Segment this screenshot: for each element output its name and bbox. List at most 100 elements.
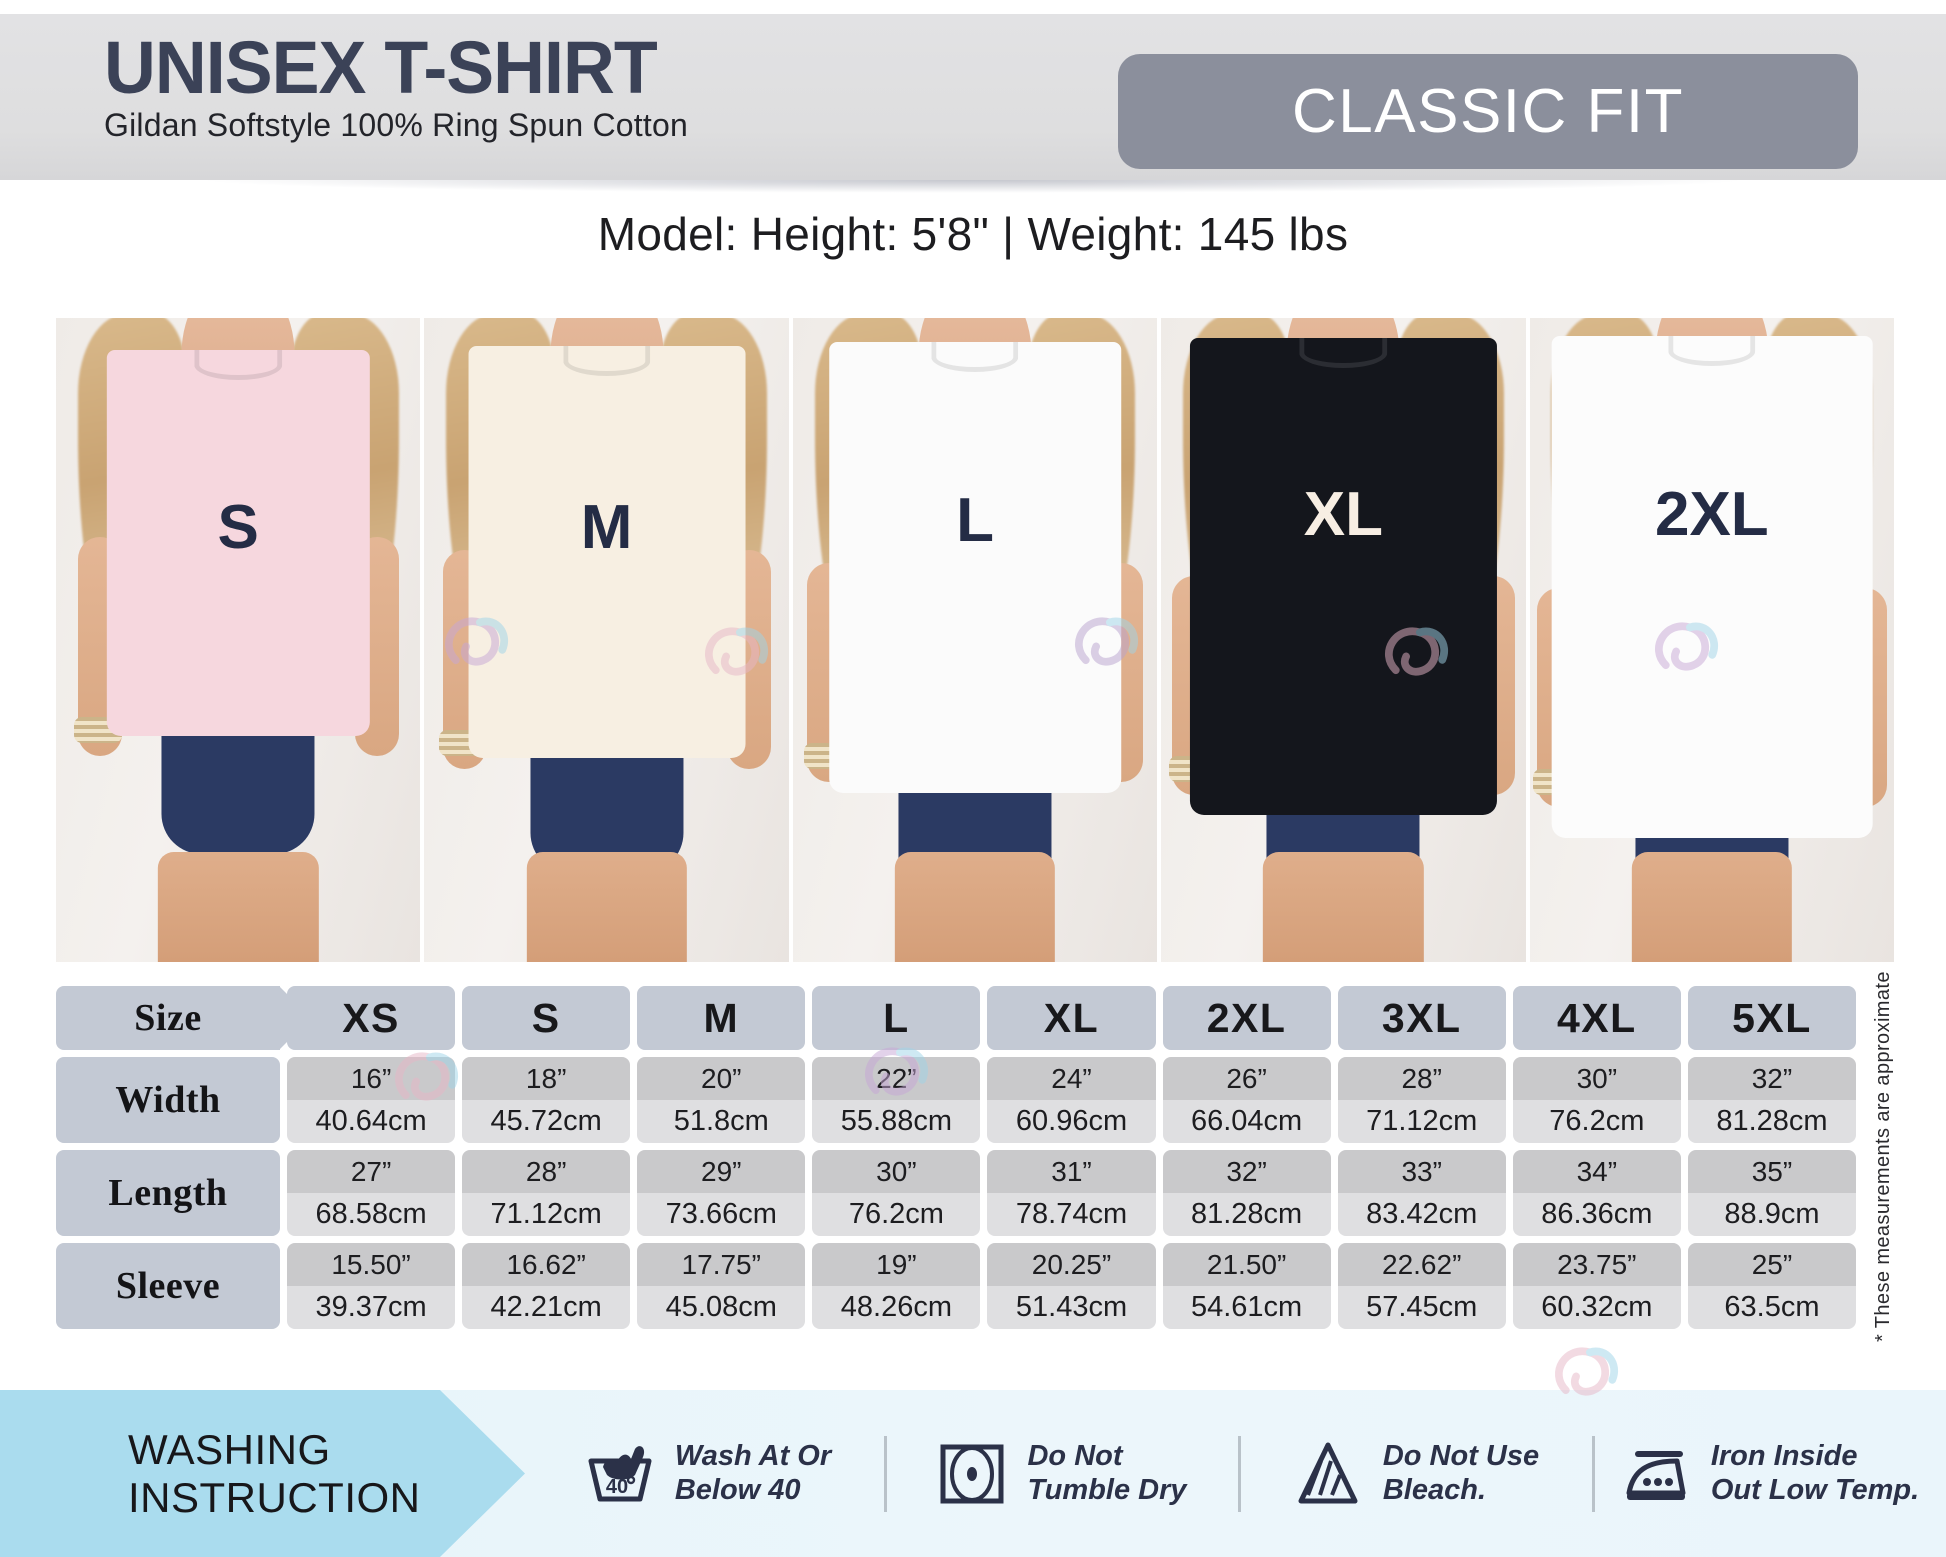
photo-size-label: M bbox=[580, 492, 633, 562]
model-photo-xl: XL bbox=[1161, 318, 1526, 962]
value-cm: 68.58cm bbox=[287, 1193, 456, 1236]
wash-tub-40-icon: 40 bbox=[583, 1437, 657, 1511]
no-bleach-icon bbox=[1291, 1437, 1365, 1511]
size-table: Size XS S M L XL 2XL 3XL 4XL 5XL Width 1… bbox=[56, 986, 1856, 1338]
table-cell: 20.25” 51.43cm bbox=[987, 1243, 1156, 1329]
header-banner: UNISEX T-SHIRT Gildan Softstyle 100% Rin… bbox=[0, 14, 1946, 198]
value-inches: 24” bbox=[987, 1057, 1156, 1100]
photo-size-label: S bbox=[217, 492, 259, 562]
washing-item-iron-low-temp: Iron Inside Out Low Temp. bbox=[1592, 1437, 1946, 1511]
value-cm: 76.2cm bbox=[812, 1193, 981, 1236]
value-inches: 29” bbox=[637, 1150, 806, 1193]
value-inches: 28” bbox=[1337, 1057, 1506, 1100]
value-inches: 33” bbox=[1337, 1150, 1506, 1193]
washing-item-label: Wash At Or Below 40 bbox=[675, 1440, 831, 1507]
washing-item-no-bleach: Do Not Use Bleach. bbox=[1238, 1437, 1592, 1511]
value-inches: 34” bbox=[1512, 1150, 1681, 1193]
value-cm: 73.66cm bbox=[637, 1193, 806, 1236]
table-cell: 20” 51.8cm bbox=[637, 1057, 806, 1143]
value-inches: 16” bbox=[287, 1057, 456, 1100]
washing-instruction-arrow: WASHING INSTRUCTION bbox=[0, 1390, 525, 1557]
measurement-disclaimer: * These measurements are approximate bbox=[1872, 971, 1894, 1342]
value-cm: 78.74cm bbox=[987, 1193, 1156, 1236]
value-cm: 66.04cm bbox=[1162, 1100, 1331, 1143]
washing-item-line2: Bleach. bbox=[1382, 1473, 1487, 1506]
model-photo-l: L bbox=[792, 318, 1158, 962]
size-header-3xl: 3XL bbox=[1337, 986, 1506, 1050]
washing-item-label: Do Not Tumble Dry bbox=[1027, 1440, 1186, 1507]
value-cm: 45.72cm bbox=[462, 1100, 631, 1143]
table-header-row: Size XS S M L XL 2XL 3XL 4XL 5XL bbox=[56, 986, 1856, 1050]
value-inches: 30” bbox=[1512, 1057, 1681, 1100]
washing-item-label: Do Not Use Bleach. bbox=[1383, 1440, 1539, 1507]
value-cm: 57.45cm bbox=[1337, 1286, 1506, 1329]
value-cm: 45.08cm bbox=[637, 1286, 806, 1329]
washing-symbol-list: 40 Wash At Or Below 40 bbox=[530, 1390, 1946, 1557]
table-cell: 28” 71.12cm bbox=[1337, 1057, 1506, 1143]
value-inches: 16.62” bbox=[462, 1243, 631, 1286]
model-photo-2xl: 2XL bbox=[1529, 318, 1895, 962]
value-inches: 32” bbox=[1687, 1057, 1856, 1100]
table-cell: 27” 68.58cm bbox=[287, 1150, 456, 1236]
value-inches: 27” bbox=[287, 1150, 456, 1193]
value-cm: 51.43cm bbox=[987, 1286, 1156, 1329]
value-cm: 83.42cm bbox=[1337, 1193, 1506, 1236]
table-cell: 25” 63.5cm bbox=[1687, 1243, 1856, 1329]
value-inches: 17.75” bbox=[637, 1243, 806, 1286]
table-cell: 22” 55.88cm bbox=[812, 1057, 981, 1143]
value-cm: 48.26cm bbox=[812, 1286, 981, 1329]
value-cm: 76.2cm bbox=[1512, 1100, 1681, 1143]
value-cm: 51.8cm bbox=[637, 1100, 806, 1143]
size-header-2xl: 2XL bbox=[1162, 986, 1331, 1050]
model-info-text: Model: Height: 5'8" | Weight: 145 lbs bbox=[597, 208, 1349, 260]
table-row-sleeve: Sleeve 15.50” 39.37cm 16.62” 42.21cm 17.75… bbox=[56, 1243, 1856, 1329]
table-cell: 22.62” 57.45cm bbox=[1337, 1243, 1506, 1329]
washing-instruction-bar: WASHING INSTRUCTION 40 Wash At Or Below … bbox=[0, 1390, 1946, 1557]
value-cm: 39.37cm bbox=[287, 1286, 456, 1329]
value-inches: 20.25” bbox=[987, 1243, 1156, 1286]
table-cell: 33” 83.42cm bbox=[1337, 1150, 1506, 1236]
table-cell: 17.75” 45.08cm bbox=[637, 1243, 806, 1329]
size-header-s: S bbox=[462, 986, 631, 1050]
table-cell: 16” 40.64cm bbox=[287, 1057, 456, 1143]
value-cm: 86.36cm bbox=[1512, 1193, 1681, 1236]
value-inches: 32” bbox=[1162, 1150, 1331, 1193]
model-photo-strip: S M L bbox=[56, 318, 1895, 962]
value-inches: 19” bbox=[812, 1243, 981, 1286]
model-photo-m: M bbox=[424, 318, 789, 962]
title-block: UNISEX T-SHIRT Gildan Softstyle 100% Rin… bbox=[104, 30, 1094, 144]
value-inches: 21.50” bbox=[1162, 1243, 1331, 1286]
value-cm: 55.88cm bbox=[812, 1100, 981, 1143]
value-inches: 22.62” bbox=[1337, 1243, 1506, 1286]
value-inches: 22” bbox=[812, 1057, 981, 1100]
value-cm: 81.28cm bbox=[1162, 1193, 1331, 1236]
fit-badge-label: CLASSIC FIT bbox=[1291, 77, 1684, 146]
value-inches: 23.75” bbox=[1512, 1243, 1681, 1286]
fit-badge: CLASSIC FIT bbox=[1118, 54, 1858, 169]
table-cell: 15.50” 39.37cm bbox=[287, 1243, 456, 1329]
table-cell: 32” 81.28cm bbox=[1162, 1150, 1331, 1236]
table-cell: 28” 71.12cm bbox=[462, 1150, 631, 1236]
table-row-label-length: Length bbox=[56, 1150, 280, 1236]
svg-text:40: 40 bbox=[606, 1476, 628, 1498]
washing-item-line2: Out Low Temp. bbox=[1710, 1473, 1920, 1506]
table-cell: 19” 48.26cm bbox=[812, 1243, 981, 1329]
value-inches: 30” bbox=[812, 1150, 981, 1193]
washing-item-label: Iron Inside Out Low Temp. bbox=[1711, 1440, 1919, 1507]
page-subtitle: Gildan Softstyle 100% Ring Spun Cotton bbox=[104, 107, 688, 144]
washing-item-line2: Below 40 bbox=[674, 1473, 801, 1506]
value-inches: 26” bbox=[1162, 1057, 1331, 1100]
value-cm: 81.28cm bbox=[1687, 1100, 1856, 1143]
table-row-label-width: Width bbox=[56, 1057, 280, 1143]
model-photo-s: S bbox=[56, 318, 421, 962]
iron-low-temp-icon bbox=[1619, 1437, 1693, 1511]
washing-item-line1: Do Not Use bbox=[1382, 1440, 1540, 1473]
value-inches: 35” bbox=[1687, 1150, 1856, 1193]
table-cell: 35” 88.9cm bbox=[1687, 1150, 1856, 1236]
table-cell: 34” 86.36cm bbox=[1512, 1150, 1681, 1236]
size-header-4xl: 4XL bbox=[1512, 986, 1681, 1050]
value-cm: 54.61cm bbox=[1162, 1286, 1331, 1329]
washing-title-line2: INSTRUCTION bbox=[128, 1473, 421, 1521]
washing-item-line1: Do Not bbox=[1027, 1440, 1123, 1473]
